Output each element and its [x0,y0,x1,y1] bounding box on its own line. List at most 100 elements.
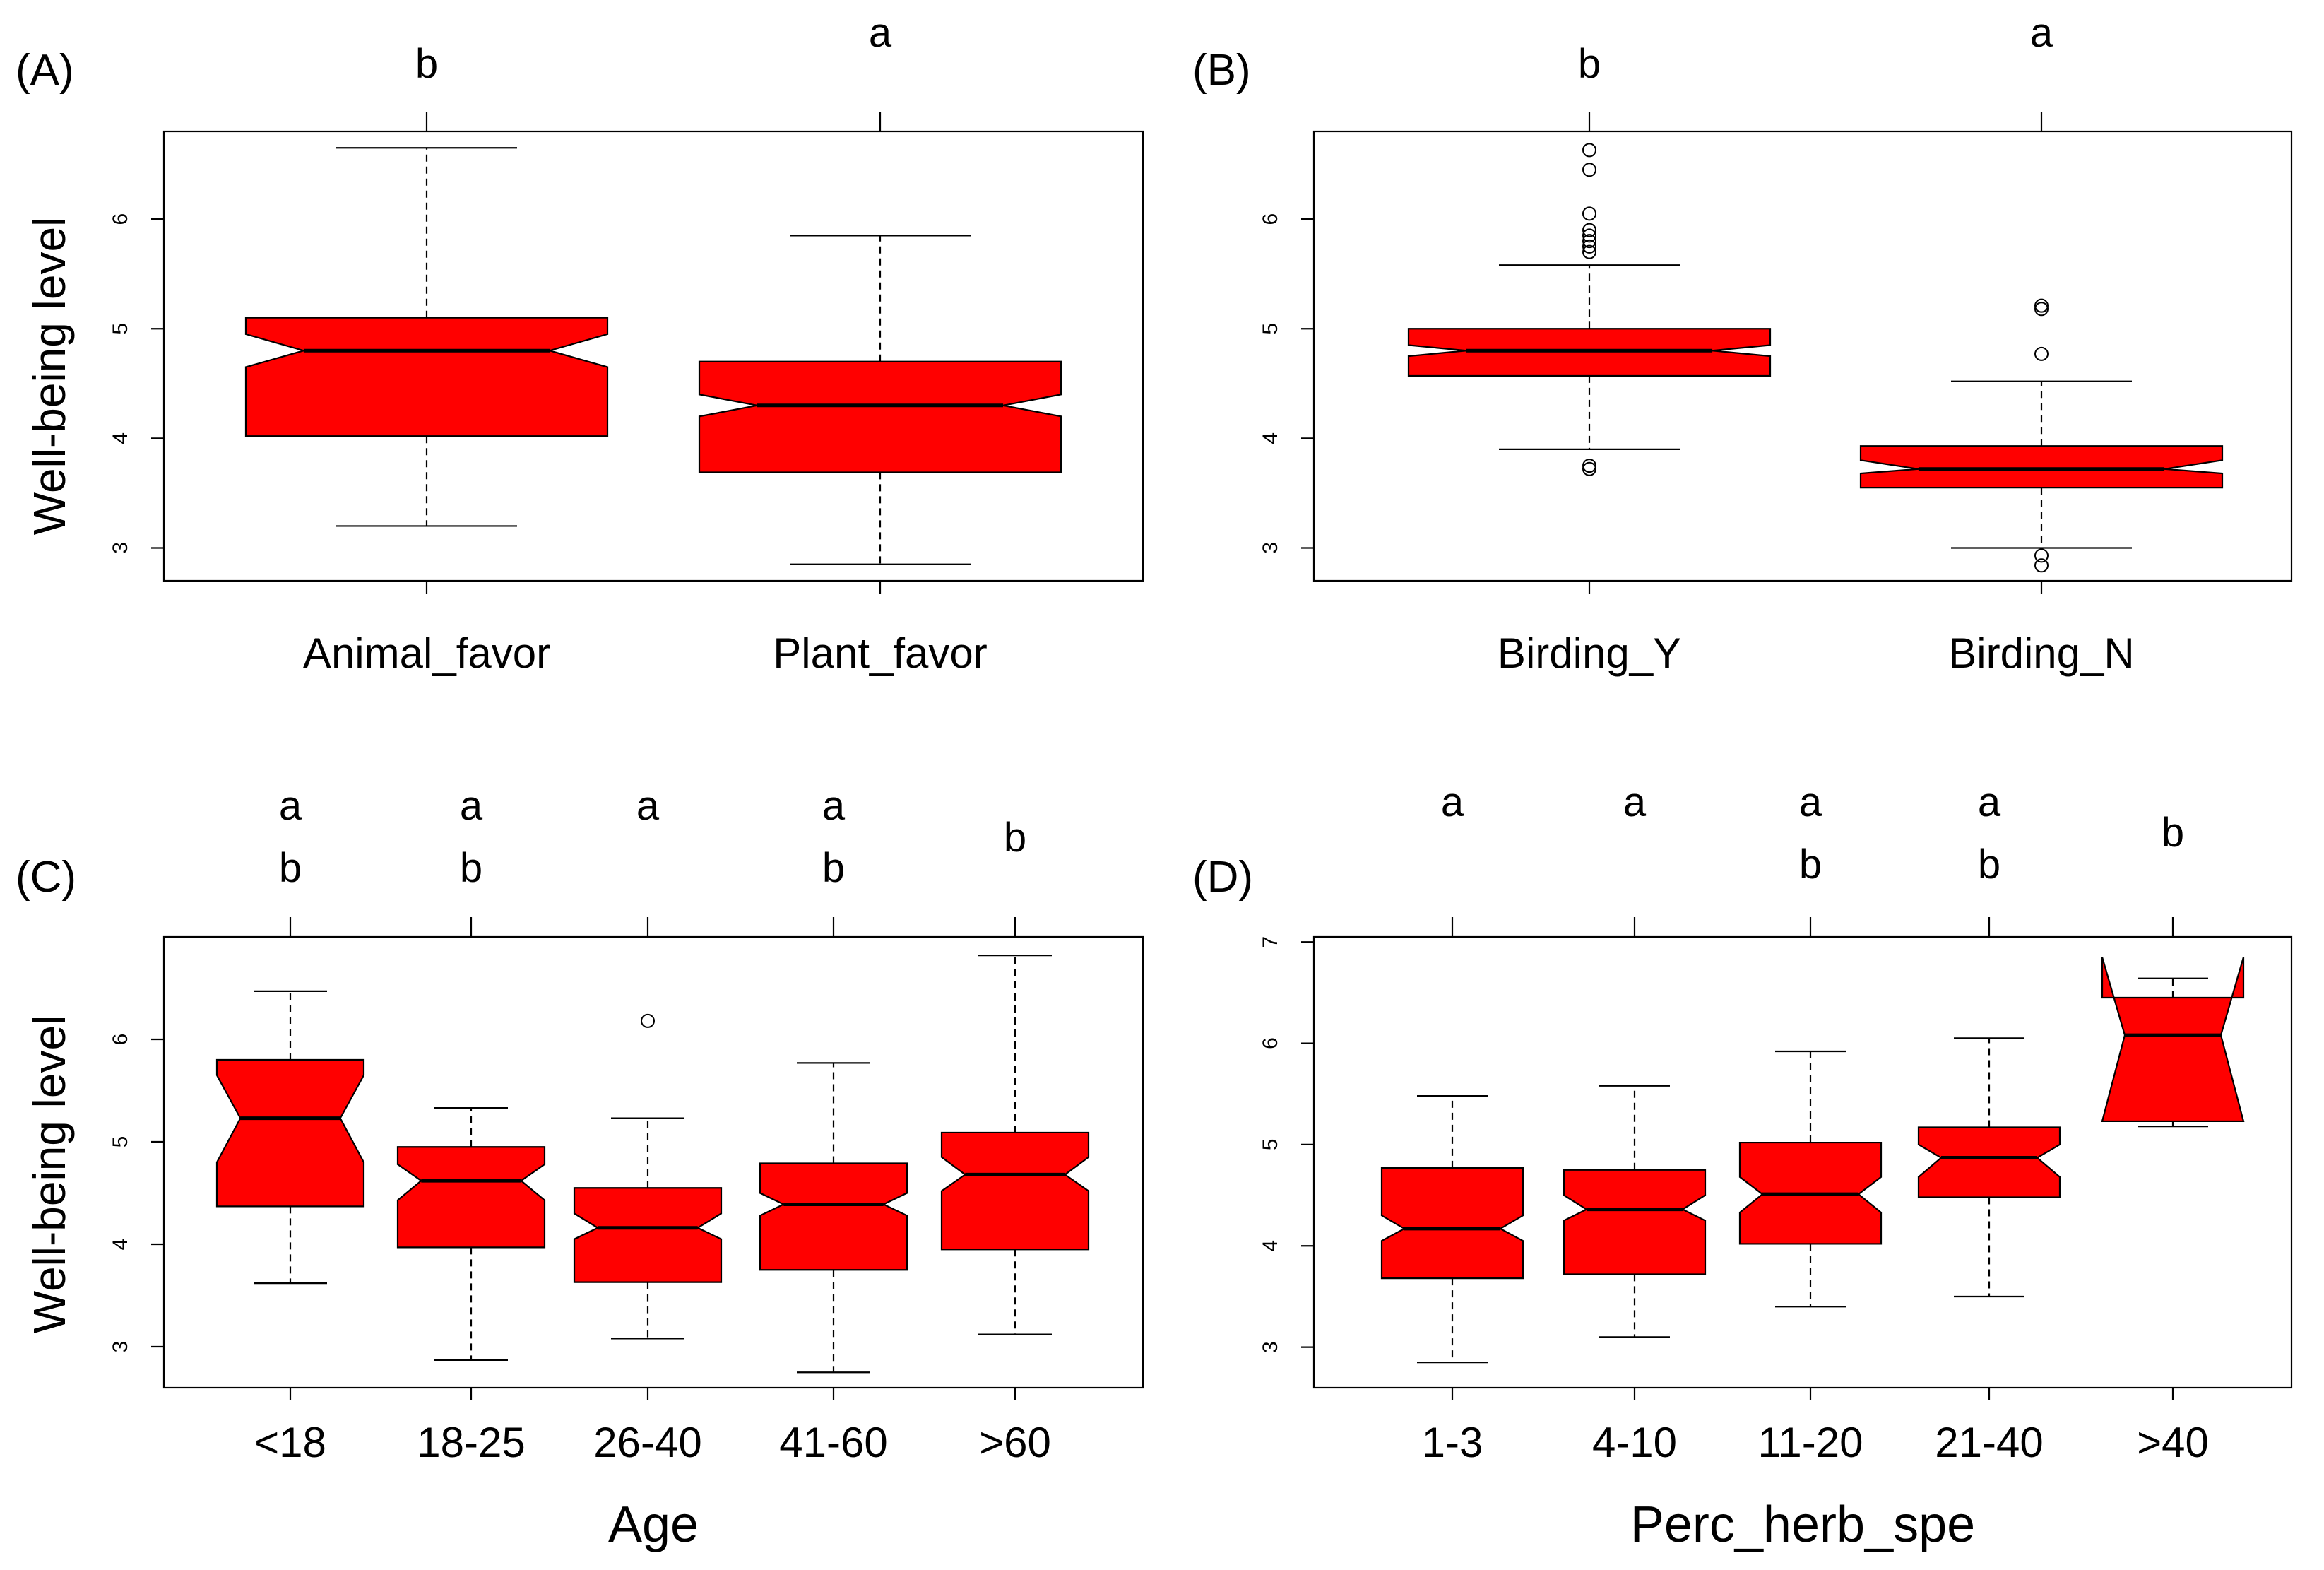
x-axis-label: Age [608,1497,699,1553]
category-label: 21-40 [1935,1419,2043,1466]
y-tick-label: 5 [109,1136,132,1148]
plot-frame [162,130,1144,582]
box-0: <18 ab [215,783,365,1466]
panel-label: (B) [1192,46,1251,95]
box-3: 41-60 ab [759,783,908,1466]
y-tick-label: 3 [109,542,132,554]
box-1: Birding_N a [1859,10,2224,677]
significance-letter: b [822,845,845,891]
category-label: Animal_favor [303,630,550,677]
box-3: 21-40 ab [1917,779,2061,1466]
box-body [2101,957,2245,1123]
box-body [396,1146,546,1249]
outlier-point [2034,346,2049,361]
box-2: 26-40 a [573,783,723,1466]
box-body [1917,1126,2061,1198]
outlier-point [2034,558,2049,573]
box-4: >60 b [940,815,1090,1466]
category-label: Plant_favor [773,630,988,677]
panel-d: (D)34567Perc_herb_spe1-3a4-10a11-20ab21-… [1192,779,2293,1553]
box-1: 18-25 ab [396,783,546,1466]
category-label: 26-40 [593,1419,701,1466]
significance-letter: a [1441,779,1464,825]
outlier-point [2034,298,2049,313]
panel-label: (D) [1192,853,1253,902]
significance-letter: b [1978,842,2000,887]
category-label: 4-10 [1592,1419,1677,1466]
significance-letter: a [822,783,846,829]
category-label: <18 [254,1419,326,1466]
outlier-point [2034,548,2049,563]
significance-letter: a [636,783,660,829]
outlier-point [1582,461,1596,476]
significance-letter: b [2162,810,2184,856]
category-label: >60 [979,1419,1051,1466]
box-body [1380,1167,1524,1280]
box-1: 4-10 a [1563,779,1707,1466]
significance-letter: a [1623,779,1647,825]
category-label: 41-60 [779,1419,887,1466]
outlier-point [641,1013,655,1028]
y-tick-label: 6 [109,1034,132,1046]
significance-letter: b [460,845,482,891]
category-label: Birding_Y [1498,630,1681,677]
y-tick-label: 3 [1259,542,1282,554]
outlier-point [1582,234,1596,249]
category-label: 11-20 [1757,1419,1863,1466]
y-tick-label: 6 [109,213,132,225]
outlier-point [1582,244,1596,259]
y-tick-label: 4 [1259,1240,1282,1252]
box-body [573,1187,723,1283]
plot-frame [1312,935,2293,1389]
significance-letter: b [1578,41,1601,87]
significance-letter: b [415,41,438,87]
panel-label: (A) [16,46,74,95]
outlier-point [2034,302,2049,317]
category-label: 18-25 [417,1419,525,1466]
significance-letter: b [1799,842,1822,887]
significance-letter: a [869,10,892,56]
significance-letter: a [279,783,302,829]
box-body [759,1162,908,1271]
box-1: Plant_favor a [698,10,1062,677]
box-body [940,1131,1090,1251]
box-body [215,1058,365,1208]
y-tick-label: 4 [109,1239,132,1251]
significance-letter: a [1978,779,2001,825]
box-body [244,317,609,437]
outlier-point [1582,228,1596,243]
y-tick-label: 5 [109,323,132,335]
outlier-point [1582,239,1596,254]
y-tick-label: 3 [1259,1341,1282,1353]
outlier-point [1582,143,1596,158]
y-tick-label: 7 [1259,936,1282,948]
y-tick-label: 5 [1259,1139,1282,1151]
panel-label: (C) [16,853,76,902]
y-tick-label: 4 [1259,432,1282,444]
box-4: >40 b [2101,810,2245,1466]
box-body [1859,445,2224,489]
x-axis-label: Perc_herb_spe [1630,1497,1975,1553]
box-0: Animal_favor b [244,41,609,677]
significance-letter: b [279,845,302,891]
y-tick-label: 6 [1259,213,1282,225]
significance-letter: a [460,783,483,829]
y-tick-label: 5 [1259,323,1282,335]
plot-frame [162,935,1144,1389]
box-body [1563,1169,1707,1275]
y-tick-label: 3 [109,1341,132,1353]
outlier-point [1582,163,1596,177]
category-label: >40 [2137,1419,2209,1466]
panel-a: (A) 3 4 5 6 Well-being level Animal_favor b Plan… [16,10,1144,677]
box-2: 11-20 ab [1738,779,1883,1466]
category-label: Birding_N [1948,630,2134,677]
outlier-point [1582,459,1596,473]
y-axis-label: Well-being level [24,1015,75,1334]
significance-letter: a [2030,10,2053,56]
category-label: 1-3 [1422,1419,1483,1466]
significance-letter: b [1004,815,1026,861]
box-0: 1-3 a [1380,779,1524,1466]
panel-b: (B) 3 4 5 6 Birding_Y b Birding_N a [1192,10,2293,677]
